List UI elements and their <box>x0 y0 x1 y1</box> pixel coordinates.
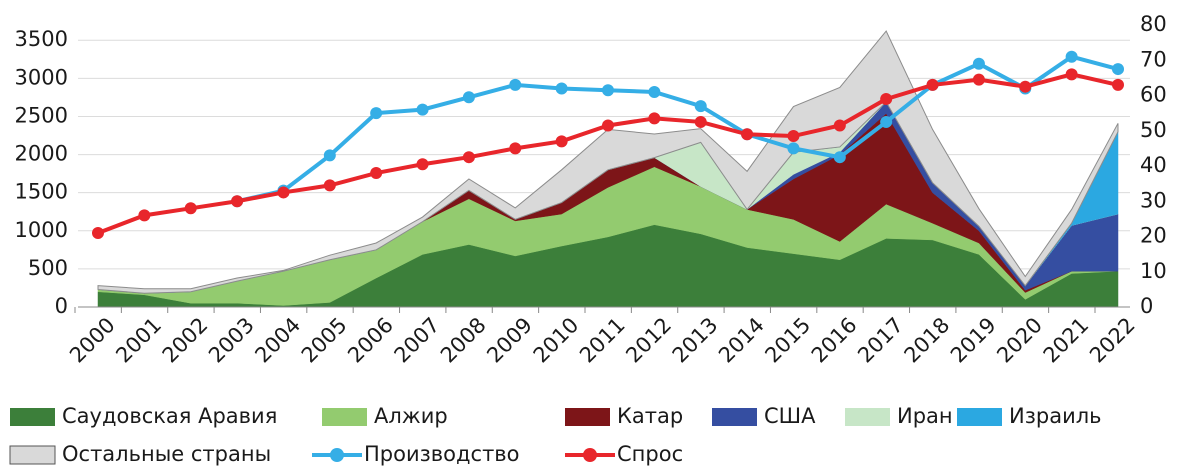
x-tick-label: 2001 <box>111 313 166 368</box>
legend-label: США <box>764 404 816 428</box>
x-tick-label: 2012 <box>621 313 676 368</box>
legend-label: Саудовская Аравия <box>62 404 277 428</box>
x-tick-label: 2018 <box>900 313 955 368</box>
marker <box>1019 80 1032 93</box>
marker <box>370 167 383 180</box>
x-tick-label: 2022 <box>1085 313 1140 368</box>
marker <box>1112 63 1124 76</box>
legend-swatch <box>712 408 757 426</box>
x-tick-label: 2011 <box>575 313 630 368</box>
legend-label: Израиль <box>1009 404 1102 428</box>
marker <box>880 115 893 128</box>
legend-label: Производство <box>364 442 520 466</box>
x-tick-label: 2021 <box>1039 313 1094 368</box>
legend-label: Остальные страны <box>62 442 271 466</box>
y2-tick-label: 80 <box>1140 12 1167 36</box>
y2-tick-label: 70 <box>1140 47 1167 71</box>
marker <box>602 84 614 97</box>
legend-swatch <box>845 408 890 426</box>
y2-tick-label: 50 <box>1140 118 1167 142</box>
marker <box>1065 50 1078 63</box>
marker <box>787 142 800 155</box>
legend-swatch <box>10 408 55 426</box>
marker <box>462 91 475 104</box>
legend-marker <box>330 448 344 462</box>
marker <box>787 130 800 143</box>
x-tick-label: 2009 <box>482 313 537 368</box>
line <box>236 54 1119 204</box>
marker <box>416 103 429 116</box>
marker <box>741 128 754 141</box>
y2-tick-label: 10 <box>1140 259 1167 283</box>
x-tick-label: 2005 <box>297 313 352 368</box>
marker <box>1065 68 1078 81</box>
legend-swatch <box>9 445 56 465</box>
x-tick-label: 2004 <box>250 313 305 368</box>
x-tick-label: 2017 <box>853 313 908 368</box>
marker <box>509 142 522 155</box>
legend-label: Спрос <box>617 442 683 466</box>
x-tick-label: 2015 <box>760 313 815 368</box>
x-tick-label: 2007 <box>390 313 445 368</box>
marker <box>694 100 707 113</box>
marker <box>462 151 475 164</box>
marker <box>880 93 893 106</box>
area <box>97 30 1119 294</box>
y-tick-label: 1000 <box>15 218 68 242</box>
legend-swatch <box>957 408 1002 426</box>
marker <box>972 57 985 70</box>
marker <box>323 179 336 192</box>
x-tick-label: 2014 <box>714 313 769 368</box>
y-tick-label: 500 <box>28 256 68 280</box>
x-tick-label: 2006 <box>343 313 398 368</box>
marker <box>926 78 939 91</box>
marker <box>370 107 383 120</box>
marker <box>92 226 104 239</box>
marker <box>648 112 661 125</box>
x-tick-label: 2003 <box>204 313 259 368</box>
y-tick-label: 3000 <box>15 65 68 89</box>
marker <box>277 186 290 199</box>
marker <box>833 151 846 164</box>
marker <box>231 195 244 208</box>
y2-tick-label: 60 <box>1140 83 1167 107</box>
y-tick-label: 2000 <box>15 142 68 166</box>
legend-marker <box>583 448 597 462</box>
x-tick-label: 2002 <box>158 313 213 368</box>
marker <box>184 202 197 215</box>
y-tick-label: 1500 <box>15 180 68 204</box>
marker <box>555 135 568 148</box>
marker <box>509 78 522 91</box>
marker <box>323 149 336 162</box>
legend-label: Иран <box>897 404 953 428</box>
marker <box>648 85 661 98</box>
marker <box>1112 78 1124 91</box>
marker <box>694 115 707 128</box>
legend-label: Алжир <box>374 404 448 428</box>
marker <box>138 209 151 222</box>
x-tick-label: 2019 <box>946 313 1001 368</box>
marker <box>972 73 985 86</box>
y2-tick-label: 30 <box>1140 188 1167 212</box>
y-tick-label: 2500 <box>15 103 68 127</box>
marker <box>833 119 846 132</box>
x-tick-label: 2010 <box>529 313 584 368</box>
y2-tick-label: 40 <box>1140 153 1167 177</box>
x-tick-label: 2016 <box>807 313 862 368</box>
legend-swatch <box>322 408 367 426</box>
y-tick-label: 3500 <box>15 27 68 51</box>
legend-label: Катар <box>617 404 683 428</box>
x-tick-label: 2013 <box>668 313 723 368</box>
marker <box>602 119 614 132</box>
y2-tick-label: 0 <box>1140 294 1153 318</box>
y-tick-label: 0 <box>55 294 68 318</box>
marker <box>555 82 568 95</box>
x-tick-label: 2000 <box>65 313 120 368</box>
y2-tick-label: 20 <box>1140 224 1167 248</box>
x-tick-label: 2008 <box>436 313 491 368</box>
x-tick-label: 2020 <box>992 313 1047 368</box>
marker <box>416 158 429 171</box>
legend-swatch <box>565 408 610 426</box>
